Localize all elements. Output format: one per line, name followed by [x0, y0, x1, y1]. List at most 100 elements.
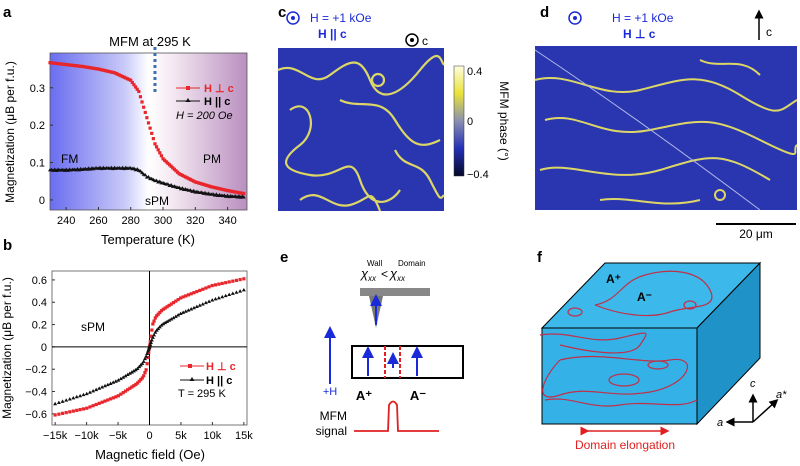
data-point	[206, 184, 210, 188]
data-point	[91, 66, 96, 70]
data-point	[235, 190, 239, 194]
data-point	[67, 397, 72, 401]
data-point	[171, 166, 175, 170]
axis-a-label: a	[717, 417, 723, 429]
data-point	[154, 145, 159, 149]
svg-text:χ: χ	[360, 266, 369, 281]
data-point	[81, 392, 86, 397]
data-point	[71, 396, 76, 400]
x-tick-label: −5k	[109, 430, 128, 442]
data-point	[153, 316, 157, 320]
y-tick-label: 0	[41, 342, 47, 354]
data-point	[171, 315, 176, 320]
data-point	[242, 277, 246, 281]
data-point	[146, 355, 150, 360]
chart-a: MFM at 295 K Temperature (K) Magnetizati…	[3, 34, 248, 247]
panel-c-axis: c	[422, 34, 428, 48]
data-point	[116, 394, 120, 398]
data-point	[75, 408, 79, 412]
data-point	[177, 172, 181, 176]
chart-b-xlabel: Magnetic field (Oe)	[95, 447, 205, 462]
x-tick-label: 0	[146, 430, 152, 442]
data-point	[232, 190, 236, 194]
data-point	[157, 325, 162, 329]
data-point	[227, 280, 231, 284]
data-point	[165, 319, 170, 324]
data-point	[77, 64, 81, 68]
data-point	[60, 399, 65, 403]
x-tick-label: 15k	[235, 430, 253, 442]
data-point	[114, 395, 118, 399]
data-point	[112, 71, 117, 75]
data-point	[149, 338, 154, 342]
data-point	[123, 389, 128, 393]
data-point	[207, 285, 211, 289]
svg-text:Wall: Wall	[367, 259, 382, 268]
data-point	[148, 342, 153, 347]
svg-text:xx: xx	[367, 274, 377, 283]
data-point	[175, 170, 180, 174]
susceptibility-relation: χ xx Wall < χ xx Domain	[360, 259, 426, 283]
y-tick-label: 0.2	[32, 320, 47, 332]
data-point	[103, 68, 107, 73]
data-point	[51, 168, 56, 172]
data-point	[156, 148, 160, 152]
data-point	[94, 402, 98, 407]
data-point	[220, 294, 225, 299]
data-point	[201, 287, 205, 291]
y-tick-label: 0.3	[30, 83, 45, 95]
data-point	[88, 66, 92, 70]
panel-f-crystal-schematic: A⁺ A⁻ c a a* Domain elongation	[539, 261, 787, 452]
panel-c-orientation: H || c	[318, 27, 347, 41]
data-point	[78, 408, 82, 412]
data-point	[184, 175, 188, 179]
data-point	[96, 166, 101, 170]
data-point	[150, 335, 155, 339]
data-point	[51, 61, 55, 65]
data-point	[234, 278, 239, 282]
data-point	[53, 61, 57, 65]
data-point	[95, 67, 99, 71]
data-point	[159, 309, 164, 313]
chart-a-xlabel: Temperature (K)	[101, 232, 195, 247]
x-tick-label: 320	[186, 215, 204, 227]
data-point	[214, 186, 218, 190]
data-point	[212, 193, 217, 197]
y-tick-label: 0	[39, 195, 45, 207]
data-point	[216, 295, 221, 300]
data-point	[234, 290, 239, 294]
data-point	[106, 398, 110, 402]
data-point	[204, 286, 208, 290]
data-point	[219, 187, 223, 191]
chart-b: Magnetic field (Oe) Magnetization (μB pe…	[0, 270, 253, 462]
data-point	[188, 177, 193, 182]
data-point	[74, 394, 79, 399]
data-point	[67, 63, 71, 67]
data-point	[207, 299, 212, 303]
sample-block	[351, 345, 464, 379]
x-tick-label: 10k	[204, 430, 222, 442]
panel-c-field: H = +1 kOe	[310, 11, 372, 25]
data-point	[66, 63, 70, 67]
data-point	[130, 80, 134, 85]
data-point	[192, 291, 196, 295]
series-h-perp-c	[48, 61, 246, 196]
data-point	[169, 164, 173, 168]
data-point	[91, 388, 96, 393]
data-point	[132, 384, 136, 388]
data-point	[119, 392, 123, 396]
data-point	[127, 371, 132, 375]
chart-a-ylabel: Magnetization (μB per f.u.)	[3, 61, 17, 203]
panel-label-b: b	[3, 237, 12, 254]
data-point	[142, 356, 147, 361]
data-point	[172, 167, 176, 171]
data-point	[96, 67, 101, 71]
plot-area-a	[49, 52, 248, 211]
domain-a-minus-label-f: A⁻	[637, 290, 652, 304]
data-point	[135, 381, 140, 385]
data-point	[178, 311, 183, 315]
data-point	[138, 95, 143, 99]
legend-a: H ⊥ c H || c H = 200 Oe	[176, 83, 234, 122]
colorbar-mid: 0	[467, 116, 473, 128]
data-point	[191, 305, 196, 310]
